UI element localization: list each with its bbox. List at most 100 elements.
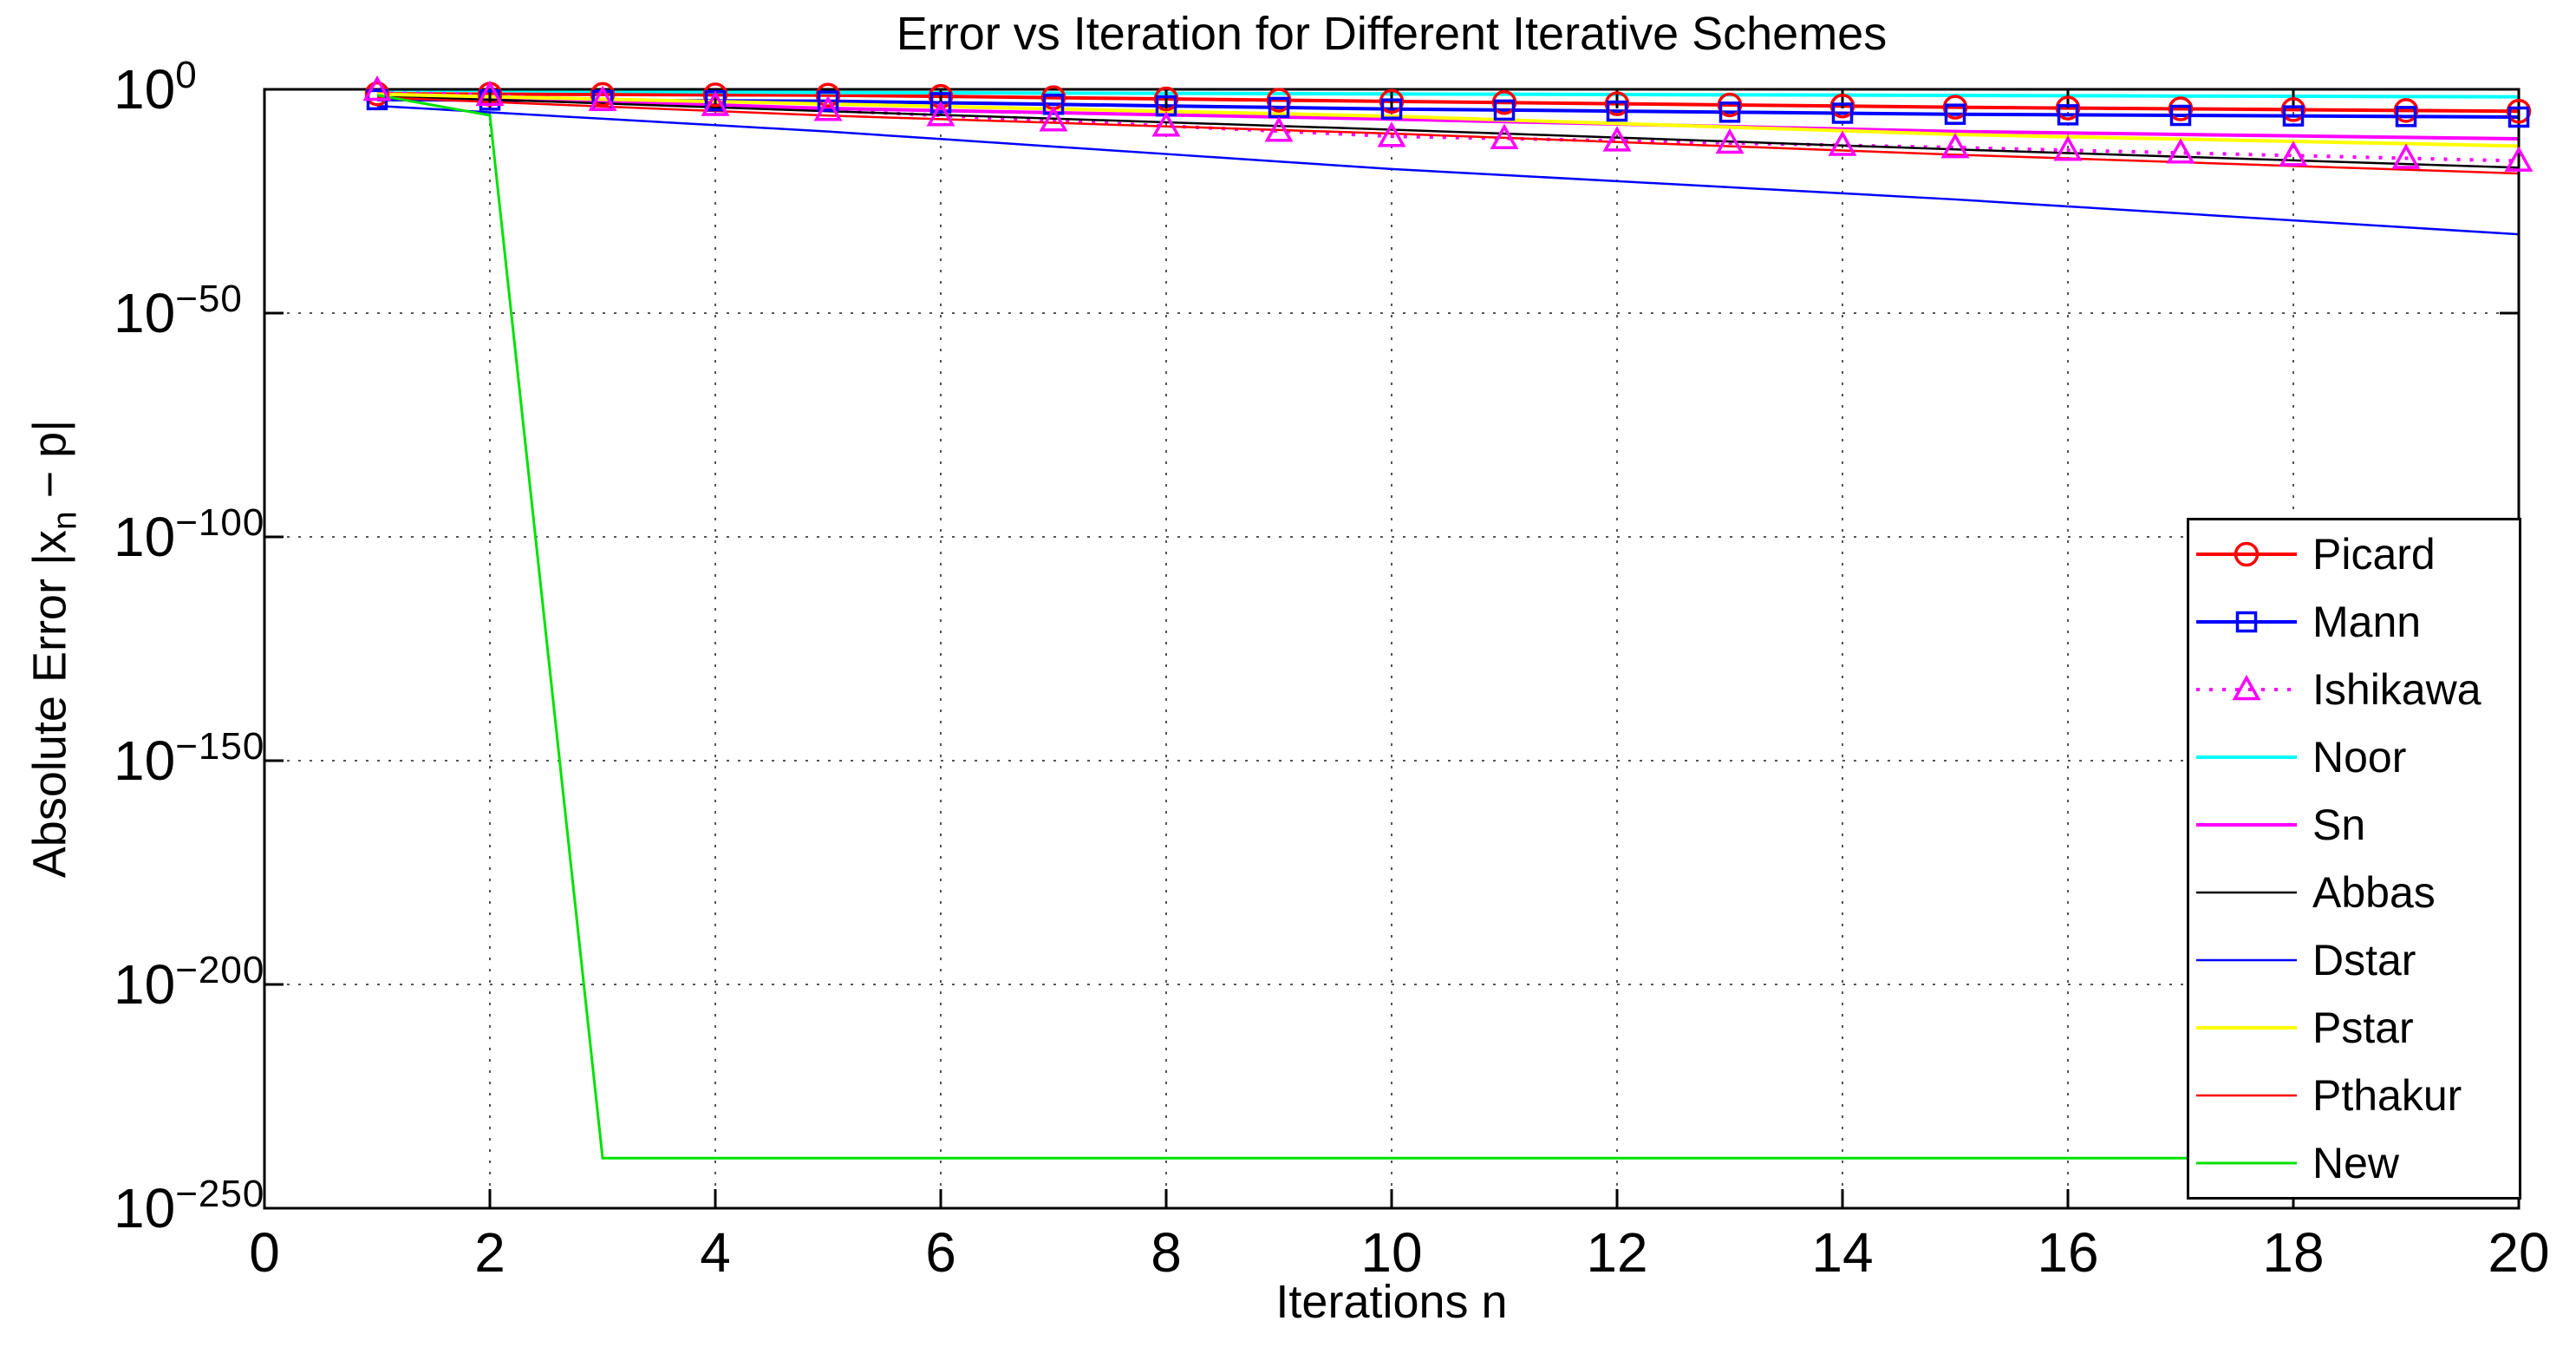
legend-label-abbas: Abbas [2312,868,2436,917]
legend-label-ishikawa: Ishikawa [2312,665,2481,714]
legend-label-pstar: Pstar [2312,1004,2414,1052]
marker-square [1606,100,1628,122]
y-tick-base: 10 [114,506,176,568]
legend-item-dstar: Dstar [2189,926,2519,994]
marker-square [1944,103,1966,125]
legend-swatch-mann [2196,611,2297,633]
marker-circle [1266,88,1292,113]
marker-triangle [926,101,955,127]
marker-square [2508,106,2530,128]
legend-item-sn: Sn [2189,791,2519,859]
marker-circle [2055,95,2081,121]
marker-square [2235,611,2258,633]
legend-item-abbas: Abbas [2189,859,2519,926]
x-tick-label: 10 [1360,1221,1423,1284]
axis-ticks [263,88,2521,1210]
legend-item-pstar: Pstar [2189,994,2519,1062]
marker-square [2282,105,2305,127]
legend-label-dstar: Dstar [2312,936,2416,984]
legend-label-new: New [2312,1139,2400,1187]
series-line-new [376,94,2519,1160]
marker-circle [2168,96,2194,121]
legend-item-ishikawa: Ishikawa [2189,656,2519,723]
y-tick-label: 10−200 [114,951,264,1013]
marker-circle [364,81,390,107]
marker-circle [1717,92,1743,118]
marker-square [1718,101,1741,123]
x-tick-label: 8 [1151,1221,1182,1284]
x-tick-label: 12 [1586,1221,1648,1284]
marker-square [929,92,952,114]
y-tick-exponent: −50 [175,278,243,320]
legend-label-sn: Sn [2312,801,2366,849]
y-tick-label: 10−250 [114,1175,264,1237]
marker-triangle [2279,141,2308,167]
x-axis-title: Iterations n [1275,1276,1508,1328]
y-tick-label: 10−150 [114,728,264,789]
marker-triangle [362,75,392,101]
legend-swatch-pthakur [2196,1094,2297,1097]
series-line-abbas [376,94,2520,169]
marker-square [1831,102,1854,124]
axis-box [263,88,2521,1210]
legend-swatch-picard [2196,541,2297,567]
marker-triangle [813,95,843,121]
legend-swatch-dstar [2196,958,2297,962]
y-tick-base: 10 [114,953,176,1016]
legend-item-noor: Noor [2189,723,2519,791]
series-line-noor [376,88,2520,99]
legend-swatch-abbas [2196,891,2297,894]
y-tick-base: 10 [114,282,176,344]
series-markers [362,75,2534,172]
legend-item-picard: Picard [2189,520,2519,588]
marker-square [2057,104,2079,126]
x-tick-label: 0 [249,1221,280,1284]
marker-circle [928,83,954,109]
marker-triangle [2504,146,2534,172]
marker-triangle [588,85,617,111]
marker-triangle [1940,133,1970,159]
x-tick-label: 20 [2488,1221,2550,1284]
x-tick-label: 18 [2262,1221,2325,1284]
marker-circle [1942,95,1968,120]
marker-square [1380,98,1403,120]
marker-circle [2506,99,2532,124]
marker-circle [1604,91,1630,116]
marker-triangle [475,80,505,107]
legend-swatch-ishikawa [2196,674,2297,701]
marker-triangle [1715,128,1745,154]
marker-square [1493,99,1516,121]
x-tick-label: 16 [2037,1221,2099,1284]
y-tick-label: 10−100 [114,504,264,568]
marker-triangle [701,90,730,116]
marker-square [2395,106,2417,128]
marker-triangle [1828,130,1857,156]
marker-circle [2393,98,2419,123]
legend-item-new: New [2189,1129,2519,1197]
marker-triangle [2166,138,2195,164]
marker-circle [702,82,728,108]
y-tick-label: 100 [114,56,198,118]
marker-circle [2234,541,2260,567]
marker-triangle [1264,116,1294,142]
marker-triangle [1039,106,1068,132]
marker-circle [815,82,841,108]
series-lines [376,88,2520,1160]
marker-triangle [1377,121,1406,147]
legend-label-noor: Noor [2312,733,2407,781]
series-line-pstar [376,92,2520,148]
legend-swatch-noor [2196,755,2297,759]
x-tick-label: 4 [700,1221,731,1284]
y-tick-base: 10 [114,729,176,792]
marker-square [1042,94,1065,115]
marker-circle [2280,97,2306,122]
marker-circle [1379,88,1405,114]
marker-triangle [1490,123,1519,150]
marker-circle [1491,90,1517,115]
grid-lines [264,89,2519,1208]
marker-square [817,90,839,112]
legend-swatch-pstar [2196,1026,2297,1030]
legend-label-picard: Picard [2312,530,2436,579]
series-line-pthakur [376,96,2520,175]
